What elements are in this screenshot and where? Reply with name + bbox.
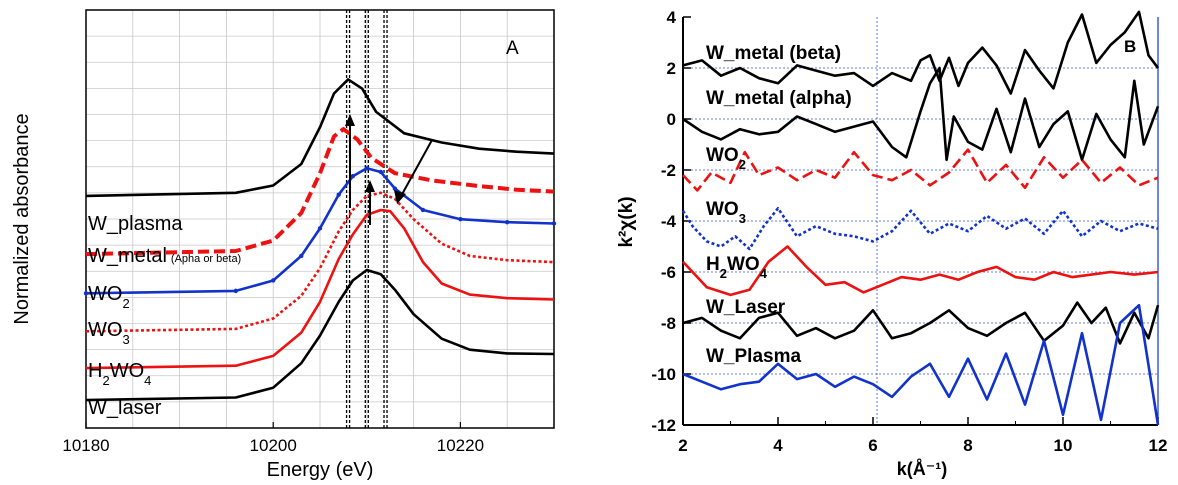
panel-b-y-tick-label: -10 — [651, 365, 676, 384]
arrow-down-diagonal — [399, 139, 433, 199]
panel-a-series-label: W_laser — [88, 397, 162, 419]
panel-b-x-tick-label: 10 — [1054, 436, 1073, 455]
panel-a-x-axis-label: Energy (eV) — [267, 459, 374, 481]
series-line-wo2 — [85, 167, 555, 295]
panel-b-y-axis-label: k²χ(k) — [616, 196, 637, 247]
arrowhead-down-diagonal — [394, 190, 406, 204]
panel-b-x-axis-label: k(Å⁻¹) — [897, 459, 948, 479]
panel-a-x-tick-label: 10220 — [437, 436, 484, 455]
panel-a-series — [83, 78, 557, 402]
panel-b-y-tick-label: -6 — [661, 263, 676, 282]
arrowhead-up-2 — [365, 180, 375, 192]
panel-b-series-label: WO3 — [706, 199, 746, 226]
series-line-w-metal-alpha- — [682, 66, 1160, 162]
panel-a-y-axis-label: Normalized absorbance — [11, 113, 33, 324]
panel-b-y-tick-label: -8 — [661, 314, 676, 333]
series-point-wo2 — [505, 220, 510, 225]
series-point-wo2 — [271, 278, 276, 283]
series-point-wo2 — [83, 291, 89, 296]
panel-b-x-tick-label: 4 — [773, 436, 783, 455]
panel-a-series-label: H2WO4 — [88, 360, 151, 388]
series-point-wo2 — [350, 174, 355, 179]
panel-b-series-label: W_Laser — [706, 297, 786, 318]
series-point-wo2 — [364, 166, 369, 171]
panel-b-x-tick-label: 8 — [963, 436, 972, 455]
panel-a-arrows — [345, 114, 433, 225]
panel-a-x-ticks: 10180 10200 10220 — [62, 422, 484, 455]
panel-b-series-label: W_metal (beta) — [706, 43, 841, 64]
panel-b-series-label: W_metal (alpha) — [706, 88, 852, 109]
series-point-wo2 — [458, 216, 463, 222]
panel-a: A W_plasma W_metal (Apha or beta) WO2 WO3 H2W… — [11, 9, 557, 481]
panel-b-x-tick-label: 12 — [1149, 436, 1168, 455]
series-line-w_plasma — [85, 78, 555, 198]
panel-a-series-label: W_plasma — [88, 213, 183, 235]
panel-b-label: B — [1124, 37, 1136, 56]
series-point-wo2 — [420, 207, 426, 213]
panel-b-y-tick-label: 2 — [667, 59, 676, 78]
panel-b: B W_metal (beta) W_metal (alpha) WO2 WO3 H2W… — [616, 8, 1167, 479]
panel-b-x-tick-label: 2 — [678, 436, 687, 455]
panel-b-y-tick-label: 0 — [667, 110, 676, 129]
series-line-h2wo4 — [682, 245, 1159, 297]
panel-b-series — [681, 10, 1160, 426]
panel-b-y-tick-label: -12 — [651, 416, 676, 435]
panel-b-y-tick-label: -4 — [661, 212, 677, 231]
panel-a-series-label: WO3 — [88, 319, 130, 347]
panel-b-baselines — [683, 67, 1158, 375]
panel-a-series-label: WO2 — [88, 283, 130, 311]
series-line-w_laser — [85, 268, 555, 402]
series-line-w-metal-beta- — [682, 10, 1160, 95]
panel-b-series-labels: W_metal (beta) W_metal (alpha) WO2 WO3 H2WO4… — [706, 43, 852, 367]
panel-b-x-tick-label: 6 — [868, 436, 877, 455]
series-point-wo2 — [317, 226, 323, 231]
panel-b-y-tick-label: 4 — [667, 8, 677, 27]
series-line-wo3 — [681, 207, 1159, 251]
series-point-wo2 — [233, 288, 238, 294]
series-point-wo2 — [336, 192, 341, 197]
series-point-wo2 — [551, 221, 557, 226]
series-line-wo3 — [85, 191, 555, 333]
panel-a-series-label: W_metal (Apha or beta) — [88, 245, 241, 267]
panel-b-y-tick-labels: 4 2 0 -2 -4 -6 -8 -10 -12 — [651, 8, 676, 435]
panel-b-y-tick-label: -2 — [661, 161, 676, 180]
arrowhead-up-1 — [345, 114, 355, 126]
series-line-w_metal — [85, 127, 555, 257]
panel-a-x-tick-label: 10180 — [62, 436, 109, 455]
panel-a-series-labels: W_plasma W_metal (Apha or beta) WO2 WO3 H2WO4… — [88, 213, 241, 419]
panel-b-series-label: W_Plasma — [706, 346, 801, 367]
panel-b-x-tick-labels: 2 4 6 8 10 12 — [678, 436, 1167, 455]
panel-a-label: A — [506, 38, 519, 59]
series-line-w-plasma — [682, 303, 1160, 426]
panel-b-series-label: H2WO4 — [706, 254, 768, 281]
series-point-wo2 — [392, 186, 398, 191]
series-line-w-laser — [682, 301, 1160, 345]
series-point-wo2 — [378, 169, 384, 175]
series-line-wo2 — [682, 148, 1159, 192]
series-line-h2wo4 — [85, 208, 555, 370]
panel-b-series-label: WO2 — [706, 145, 746, 172]
series-point-wo2 — [299, 253, 304, 259]
panel-a-x-tick-label: 10200 — [250, 436, 297, 455]
panel-a-frame — [85, 9, 555, 429]
